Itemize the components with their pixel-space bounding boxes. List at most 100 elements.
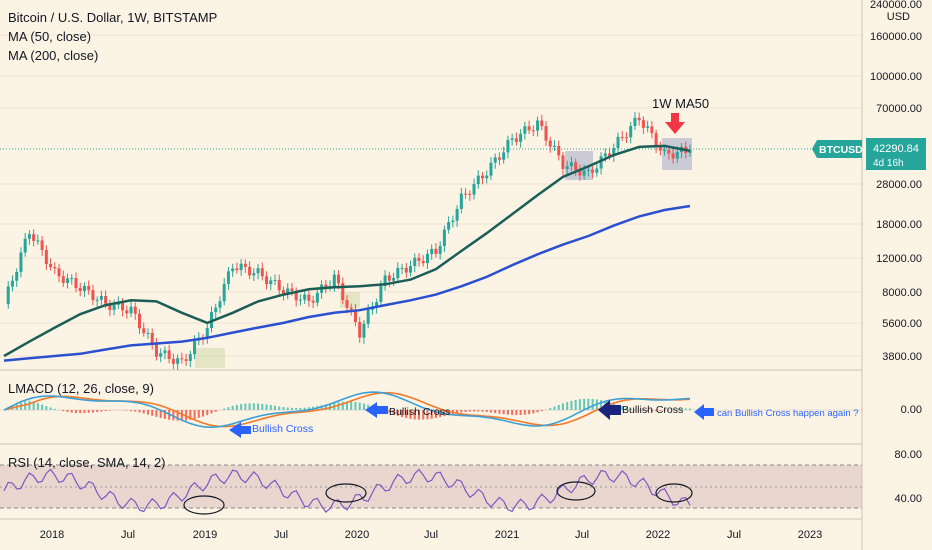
candle xyxy=(502,146,506,164)
macd-bar xyxy=(625,407,628,410)
main-pane[interactable]: 1W MA50 xyxy=(0,34,862,370)
ma200-line xyxy=(3,204,691,362)
candle xyxy=(108,299,112,317)
candle-body xyxy=(133,306,137,314)
macd-bar xyxy=(96,410,99,413)
candle xyxy=(536,116,540,137)
candle xyxy=(44,245,48,270)
candle-body xyxy=(112,304,116,310)
candle-body xyxy=(552,145,556,147)
candle-body xyxy=(413,257,417,267)
candle-body xyxy=(574,162,578,170)
candle-body xyxy=(658,146,662,151)
macd-bar xyxy=(354,401,357,410)
macd-pane[interactable]: Bullish Cross Bullish Cross Bullish Cros… xyxy=(0,391,862,438)
candle-body xyxy=(624,137,628,139)
candle-body xyxy=(231,268,235,272)
time-label: 2021 xyxy=(495,529,519,541)
candle xyxy=(591,164,595,179)
candle-body xyxy=(171,358,175,364)
macd-bar xyxy=(553,406,556,410)
candle-body xyxy=(184,359,188,361)
candle xyxy=(358,316,362,343)
rsi-legend[interactable]: RSI (14, close, SMA, 14, 2) xyxy=(8,455,166,470)
macd-bar xyxy=(519,410,522,416)
ma50-line xyxy=(3,144,691,358)
macd-bar xyxy=(591,398,594,410)
macd-bar xyxy=(189,410,192,420)
time-axis: 2018 Jul 2019 Jul 2020 Jul 2021 Jul 2022… xyxy=(40,529,822,541)
macd-bar xyxy=(202,410,205,417)
rsi-pane[interactable] xyxy=(0,464,862,515)
macd-legend[interactable]: LMACD (12, 26, close, 9) xyxy=(8,381,154,396)
macd-bar xyxy=(324,404,327,410)
macd-bar xyxy=(235,404,238,410)
candle-body xyxy=(612,148,616,157)
left-arrow-icon xyxy=(694,404,714,420)
candle xyxy=(523,121,527,140)
candle xyxy=(66,273,70,289)
candle xyxy=(91,284,95,306)
macd-bar xyxy=(358,402,361,410)
candle xyxy=(15,268,19,287)
candle xyxy=(510,133,514,146)
macd-bar xyxy=(532,410,535,414)
candle-body xyxy=(193,340,197,355)
ma50-legend[interactable]: MA (50, close) xyxy=(8,29,92,44)
macd-bar xyxy=(621,406,624,410)
candle-body xyxy=(544,126,548,141)
macd-bar xyxy=(151,410,154,416)
macd-bar xyxy=(240,404,243,410)
price-tick: 100000.00 xyxy=(870,71,922,83)
candle xyxy=(307,290,311,307)
candle-body xyxy=(430,248,434,254)
macd-bar xyxy=(578,399,581,410)
candle xyxy=(447,216,451,234)
macd-bar xyxy=(650,410,653,412)
candle-body xyxy=(438,246,442,254)
macd-bar xyxy=(176,410,179,421)
price-tick: 240000.00 xyxy=(870,0,922,11)
candle-body xyxy=(27,234,31,239)
candle xyxy=(468,190,472,201)
candle xyxy=(514,132,518,146)
macd-bar xyxy=(629,408,632,410)
candle-body xyxy=(459,193,463,209)
candle xyxy=(629,121,633,144)
macd-bar xyxy=(485,410,488,413)
macd-bar xyxy=(134,410,137,412)
macd-bar xyxy=(214,410,217,412)
left-arrow-icon xyxy=(229,422,251,438)
candle-body xyxy=(646,126,650,128)
candle-body xyxy=(400,267,404,269)
macd-bar xyxy=(362,403,365,410)
candle-body xyxy=(514,138,518,142)
candle xyxy=(552,140,556,152)
candle-body xyxy=(485,175,489,179)
ma200-legend[interactable]: MA (200, close) xyxy=(8,48,99,63)
candle-body xyxy=(277,279,281,291)
price-axis[interactable]: 240000.00 USD 160000.00 100000.00 70000.… xyxy=(870,0,922,505)
candle-body xyxy=(82,286,86,291)
candle-body xyxy=(383,275,387,286)
candle-body xyxy=(243,263,247,267)
candle-body xyxy=(366,309,370,324)
macd-bar xyxy=(557,404,560,410)
down-arrow-icon xyxy=(665,113,685,134)
macd-bar xyxy=(274,405,277,410)
candle xyxy=(311,295,315,309)
candle xyxy=(36,234,40,245)
candle xyxy=(150,328,154,350)
macd-bar xyxy=(36,403,39,410)
candle-body xyxy=(417,257,421,261)
candle xyxy=(472,178,476,200)
chart-title[interactable]: Bitcoin / U.S. Dollar, 1W, BITSTAMP xyxy=(8,10,218,25)
candle-body xyxy=(582,170,586,176)
candle xyxy=(57,263,61,283)
macd-bar xyxy=(489,410,492,413)
candle xyxy=(578,164,582,181)
candle-body xyxy=(654,133,658,147)
macd-bar xyxy=(570,400,573,410)
candle-body xyxy=(32,234,36,241)
